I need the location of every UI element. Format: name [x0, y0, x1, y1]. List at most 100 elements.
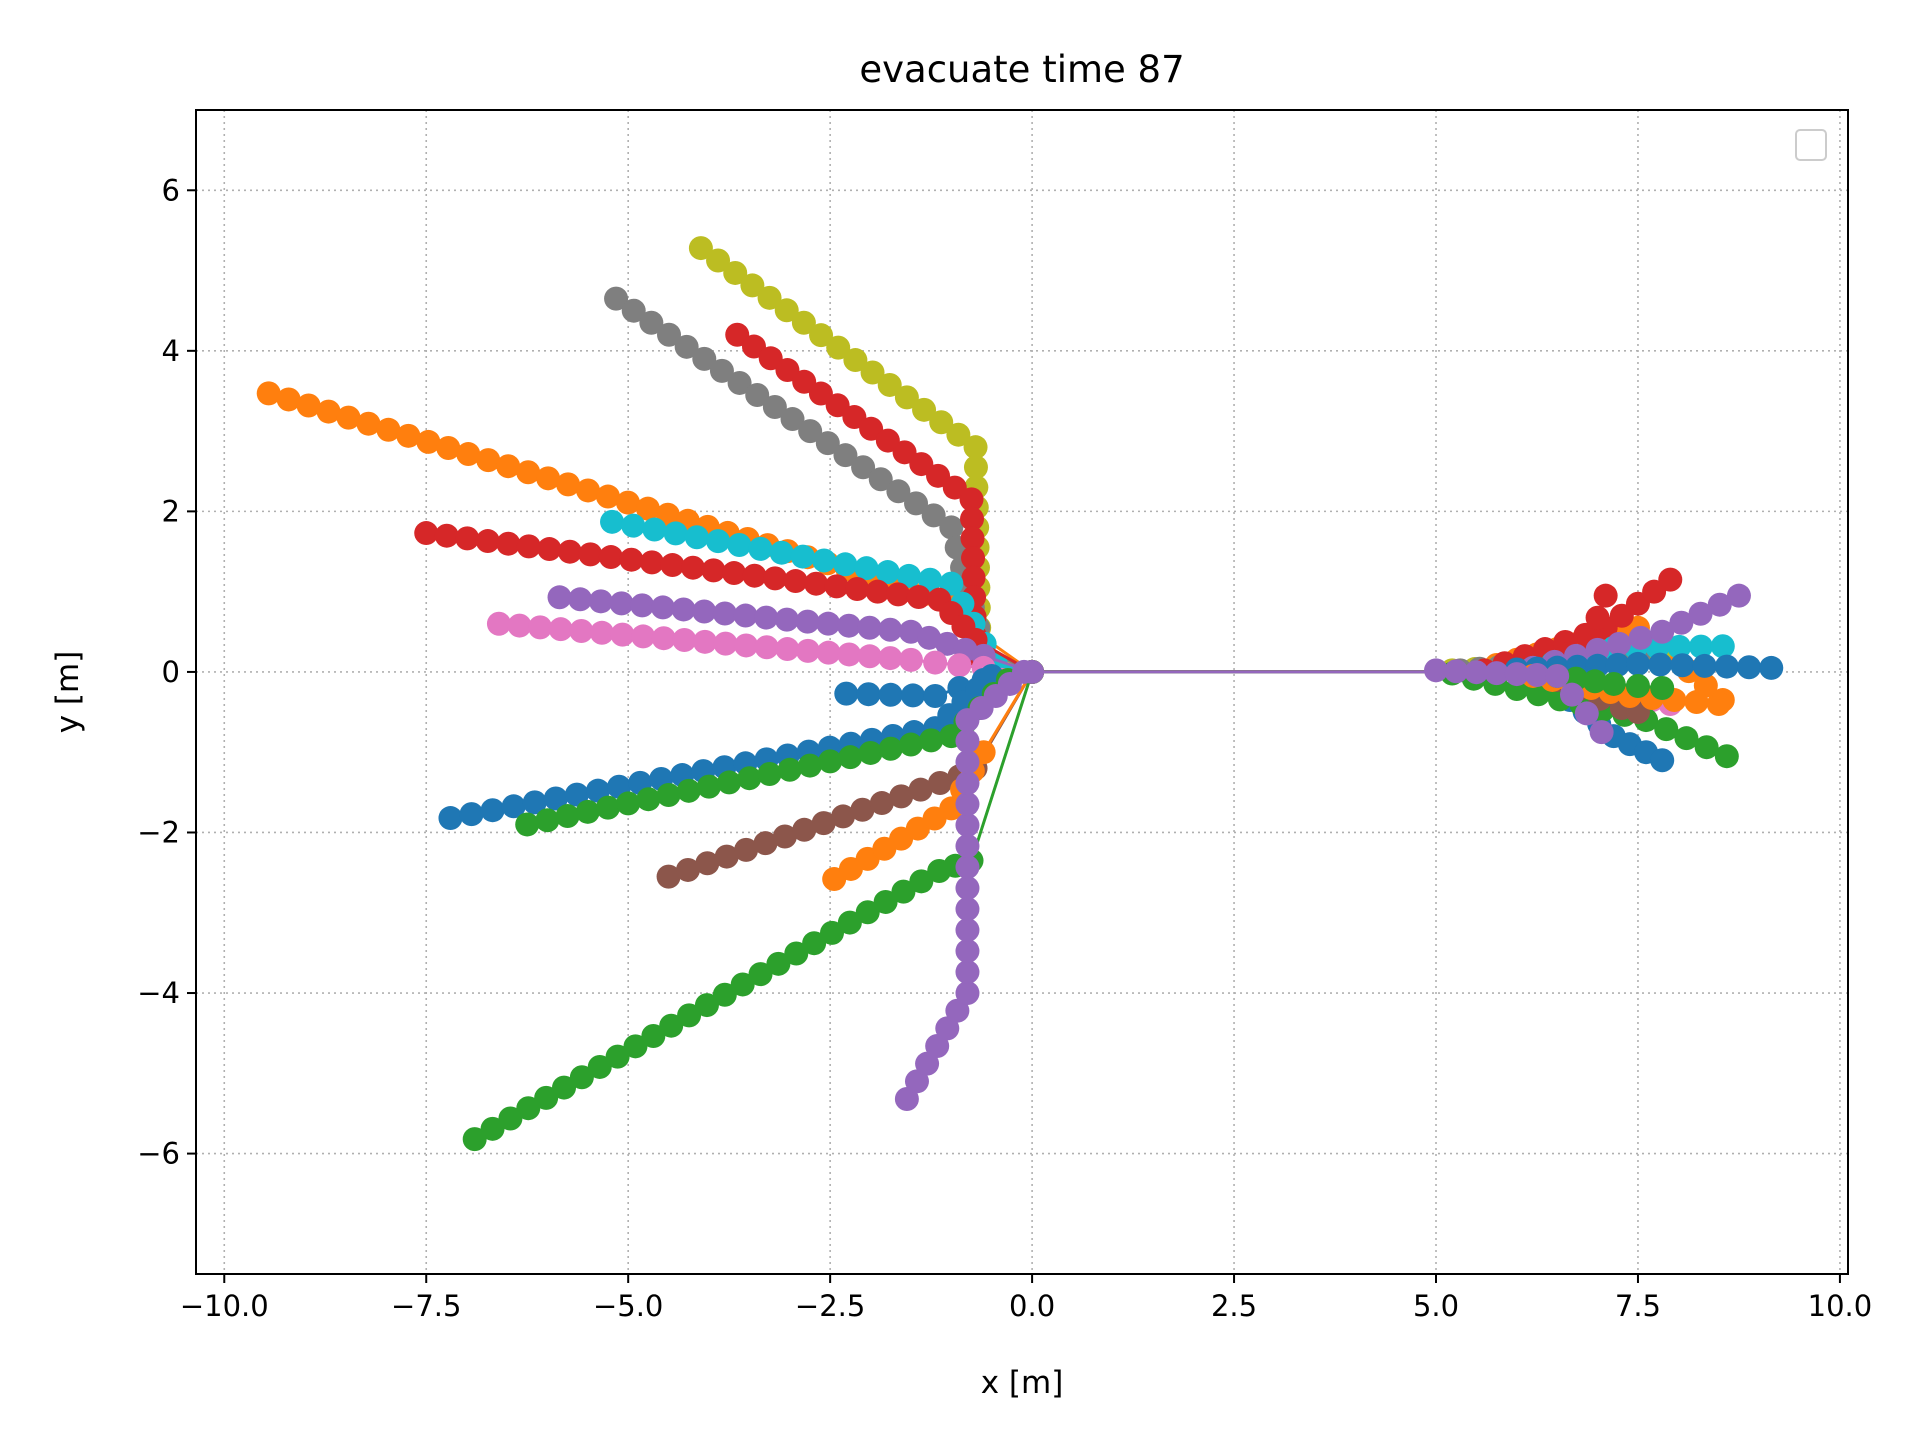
trajectory-point: [843, 348, 868, 373]
trajectory-point: [486, 611, 511, 636]
y-tick-label: 2: [162, 494, 180, 528]
trajectory-point: [1658, 567, 1683, 592]
x-axis-label: x [m]: [981, 1365, 1064, 1401]
trajectory-point: [845, 577, 870, 602]
trajectory-point: [569, 1065, 594, 1090]
trajectory-point: [496, 531, 521, 556]
trajectory-point: [623, 1034, 648, 1059]
trajectory-point: [462, 1127, 487, 1152]
trajectory-point: [1692, 653, 1717, 678]
trajectory-point: [891, 879, 916, 904]
trajectory-point: [797, 753, 822, 778]
trajectory-point: [575, 799, 600, 824]
trajectory-point: [859, 416, 884, 441]
trajectory-point: [713, 631, 738, 656]
trajectory-point: [769, 540, 794, 565]
trajectory-point: [939, 515, 964, 540]
trajectory-point: [878, 736, 903, 761]
x-tick-label: −5.0: [593, 1289, 663, 1323]
x-tick-label: 7.5: [1615, 1289, 1661, 1323]
trajectory-point: [856, 682, 881, 707]
trajectory-point: [712, 601, 737, 626]
trajectory-point: [416, 429, 441, 454]
trajectory-point: [961, 546, 986, 571]
trajectory-point: [1524, 663, 1549, 688]
trajectory-point: [1545, 663, 1570, 688]
trajectory-point: [516, 534, 541, 559]
y-tick-label: 4: [162, 334, 180, 368]
series-8: [834, 651, 1784, 709]
trajectory-point: [552, 1075, 577, 1100]
trajectory-point: [963, 435, 988, 460]
trajectory-point: [1625, 673, 1650, 698]
trajectory-point: [1710, 634, 1735, 659]
trajectory-point: [815, 431, 840, 456]
trajectory-point: [836, 613, 861, 638]
trajectory-point: [1607, 631, 1632, 656]
trajectory-point: [894, 385, 919, 410]
x-tick-label: 5.0: [1413, 1289, 1459, 1323]
trajectory-point: [734, 633, 759, 658]
trajectory-point: [877, 372, 902, 397]
trajectory-point: [886, 582, 911, 607]
trajectory-point: [946, 422, 971, 447]
y-tick-label: −6: [137, 1137, 180, 1171]
trajectory-point: [296, 393, 321, 418]
trajectory-point: [1737, 655, 1762, 680]
trajectory-point: [908, 777, 933, 802]
trajectory-point: [834, 681, 859, 706]
trajectory-point: [947, 653, 972, 678]
trajectory-point: [900, 683, 925, 708]
x-tick-label: 10.0: [1808, 1289, 1873, 1323]
trajectory-point: [1667, 634, 1692, 659]
trajectory-point: [515, 812, 540, 837]
trajectory-point: [757, 285, 782, 310]
trajectory-point: [809, 323, 834, 348]
trajectory-point: [904, 491, 929, 516]
trajectory-point: [547, 585, 572, 610]
trajectory-point: [680, 555, 705, 580]
trajectory-point: [730, 972, 755, 997]
x-tick-label: 2.5: [1211, 1289, 1257, 1323]
trajectory-point: [459, 802, 484, 827]
trajectory-point: [507, 613, 532, 638]
trajectory-point: [758, 346, 783, 371]
trajectory-point: [838, 745, 863, 770]
trajectory-point: [774, 607, 799, 632]
trajectory-point: [336, 405, 361, 430]
y-axis-label: y [m]: [50, 651, 86, 734]
trajectory-point: [816, 611, 841, 636]
trajectory-point: [869, 791, 894, 816]
trajectory-point: [660, 553, 685, 578]
trajectory-point: [568, 587, 593, 612]
trajectory-point: [727, 532, 752, 557]
trajectory-point: [754, 605, 779, 630]
trajectory-point: [621, 513, 646, 538]
trajectory-point: [955, 939, 980, 964]
trajectory-point: [1648, 652, 1673, 677]
trajectory-point: [578, 542, 603, 567]
trajectory-point: [717, 770, 742, 795]
trajectory-point: [896, 563, 921, 588]
trajectory-point: [516, 460, 541, 485]
trajectory-point: [754, 635, 779, 660]
trajectory-point: [676, 778, 701, 803]
trajectory-point: [898, 732, 923, 757]
x-tick-label: −7.5: [391, 1289, 461, 1323]
trajectory-point: [516, 1096, 541, 1121]
trajectory-point: [820, 920, 845, 945]
trajectory-point: [878, 646, 903, 671]
trajectory-point: [616, 791, 641, 816]
trajectory-point: [837, 642, 862, 667]
trajectory-point: [855, 900, 880, 925]
trajectory-point: [818, 749, 843, 774]
trajectory-point: [812, 548, 837, 573]
trajectory-point: [657, 322, 682, 347]
trajectory-point: [774, 298, 799, 323]
trajectory-point: [1694, 735, 1719, 760]
trajectory-point: [858, 740, 883, 765]
trajectory-point: [630, 593, 655, 618]
trajectory-point: [898, 647, 923, 672]
trajectory-point: [741, 334, 766, 359]
legend-box: [1795, 129, 1827, 161]
